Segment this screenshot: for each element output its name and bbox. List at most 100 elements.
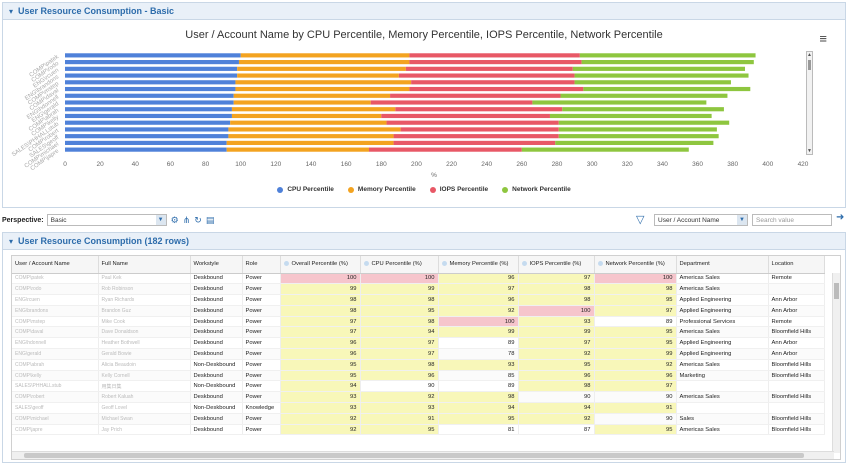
bar-segment-cpu-percentile[interactable] <box>65 100 234 105</box>
bar-segment-cpu-percentile[interactable] <box>65 93 234 98</box>
bar-segment-network-percentile[interactable] <box>549 113 712 119</box>
table-row[interactable]: SALES\geoff Geoff Lovel Non-Deskbound Knowl… <box>12 402 825 414</box>
chevron-down-icon[interactable]: ▼ <box>155 215 166 225</box>
bar-segment-network-percentile[interactable] <box>558 120 730 125</box>
bar-segment-iops-percentile[interactable] <box>381 113 550 119</box>
bar-segment-iops-percentile[interactable] <box>370 100 533 105</box>
bar-segment-iops-percentile[interactable] <box>390 93 561 98</box>
bar-segment-memory-percentile[interactable] <box>235 86 410 92</box>
bar-segment-cpu-percentile[interactable] <box>65 134 229 139</box>
bar-segment-iops-percentile[interactable] <box>393 134 559 139</box>
table-row[interactable]: COMP\japre Jay Prich Deskbound Power 92 95 81 8… <box>12 424 825 436</box>
bar-segment-memory-percentile[interactable] <box>238 60 410 65</box>
bar-segment-iops-percentile[interactable] <box>386 120 559 125</box>
bar-segment-cpu-percentile[interactable] <box>65 86 236 92</box>
bar-segment-iops-percentile[interactable] <box>393 140 556 145</box>
bar-segment-network-percentile[interactable] <box>532 100 707 105</box>
chevron-down-icon[interactable]: ▼ <box>737 215 747 225</box>
scroll-thumb[interactable] <box>834 283 839 299</box>
bar-segment-network-percentile[interactable] <box>579 53 756 58</box>
bar-segment-iops-percentile[interactable] <box>400 127 559 132</box>
column-header[interactable]: Full Name <box>98 256 191 274</box>
bar-segment-memory-percentile[interactable] <box>228 127 401 132</box>
bar-segment-cpu-percentile[interactable] <box>65 53 241 58</box>
bar-segment-network-percentile[interactable] <box>574 73 749 78</box>
bar-segment-iops-percentile[interactable] <box>409 53 580 58</box>
bar-segment-iops-percentile[interactable] <box>409 86 584 92</box>
bar-segment-network-percentile[interactable] <box>521 147 689 152</box>
bar-segment-iops-percentile[interactable] <box>368 147 522 152</box>
table-row[interactable]: COMP\daval Dave Donaldson Deskbound Power 97… <box>12 326 825 339</box>
gear-icon[interactable]: ⚙ <box>170 214 179 225</box>
bar-segment-cpu-percentile[interactable] <box>65 107 232 112</box>
bar-segment-memory-percentile[interactable] <box>226 147 369 152</box>
bar-segment-cpu-percentile[interactable] <box>65 60 239 65</box>
bar-segment-iops-percentile[interactable] <box>405 66 573 71</box>
scroll-up-icon[interactable]: ▲ <box>807 52 812 58</box>
table-row[interactable]: COMP\kelly Kelly Cornell Deskbound Power 95 9… <box>12 370 825 382</box>
table-row[interactable]: SALES\PHHALLstub 用集日集 Non-Deskbound Power 94… <box>12 380 825 393</box>
table-row[interactable]: ENG\rcuen Ryan Richards Deskbound Power 98 98… <box>12 294 825 306</box>
grid-horizontal-scrollbar[interactable] <box>12 451 834 459</box>
bar-segment-cpu-percentile[interactable] <box>65 73 238 78</box>
bar-segment-cpu-percentile[interactable] <box>65 120 231 125</box>
bar-segment-cpu-percentile[interactable] <box>65 113 232 119</box>
export-report-icon[interactable]: ▤ <box>205 214 215 225</box>
table-row[interactable]: COMP\mstep Mike Cook Deskbound Power 97 98 100… <box>12 316 825 328</box>
column-header[interactable]: Memory Percentile (%) <box>438 256 519 274</box>
bar-segment-cpu-percentile[interactable] <box>65 127 229 132</box>
bar-segment-memory-percentile[interactable] <box>233 93 391 98</box>
scroll-thumb[interactable] <box>24 453 804 458</box>
bar-segment-network-percentile[interactable] <box>560 93 728 98</box>
bar-segment-network-percentile[interactable] <box>574 80 731 85</box>
bar-segment-network-percentile[interactable] <box>583 86 751 92</box>
column-header[interactable]: Network Percentile (%) <box>594 256 677 274</box>
bar-segment-iops-percentile[interactable] <box>395 107 563 112</box>
bar-segment-memory-percentile[interactable] <box>235 80 412 85</box>
bar-segment-network-percentile[interactable] <box>572 66 746 71</box>
chart-scrollbar[interactable]: ▲ ▼ <box>806 51 813 155</box>
bar-segment-memory-percentile[interactable] <box>237 73 399 78</box>
bar-segment-network-percentile[interactable] <box>558 134 719 139</box>
table-row[interactable]: COMP\rodo Rob Robinson Deskbound Power 99 99 9… <box>12 283 825 296</box>
bar-segment-cpu-percentile[interactable] <box>65 140 227 145</box>
table-row[interactable]: ENG\hdonnell Heather Bothwell Deskbound Pow… <box>12 337 825 350</box>
bar-segment-network-percentile[interactable] <box>558 127 717 132</box>
column-header[interactable]: Department <box>676 256 769 274</box>
scroll-down-icon[interactable]: ▼ <box>807 148 812 154</box>
export-icon[interactable]: ➜ <box>836 212 845 223</box>
grid-vertical-scrollbar[interactable] <box>832 273 840 453</box>
table-row[interactable]: COMP\robert Robert Kaluah Deskbound Power 93… <box>12 391 825 404</box>
column-header[interactable]: Location <box>768 256 825 274</box>
refresh-icon[interactable]: ↻ <box>194 214 202 225</box>
table-row[interactable]: ENG\gerald Gerald Bowie Deskbound Power 96 97… <box>12 348 825 360</box>
chart-panel-header[interactable]: ▾ User Resource Consumption - Basic <box>3 3 845 20</box>
chevron-down-icon[interactable]: ▾ <box>9 236 14 246</box>
bar-segment-network-percentile[interactable] <box>581 60 754 65</box>
chart-menu-icon[interactable]: ≡ <box>819 31 827 46</box>
column-header[interactable]: IOPS Percentile (%) <box>518 256 595 274</box>
legend-item[interactable]: Memory Percentile <box>347 186 416 193</box>
bar-segment-memory-percentile[interactable] <box>240 53 410 58</box>
filter-icon[interactable]: ▽ <box>636 214 645 226</box>
bar-segment-memory-percentile[interactable] <box>231 107 396 112</box>
column-header[interactable]: Overall Percentile (%) <box>280 256 361 274</box>
column-header[interactable]: CPU Percentile (%) <box>360 256 439 274</box>
bar-segment-iops-percentile[interactable] <box>409 60 582 65</box>
column-select[interactable]: User / Account Name ▼ <box>654 214 748 226</box>
table-panel-header[interactable]: ▾ User Resource Consumption (182 rows) <box>3 233 845 250</box>
bar-segment-iops-percentile[interactable] <box>411 80 575 85</box>
chevron-down-icon[interactable]: ▾ <box>9 6 14 16</box>
bar-segment-network-percentile[interactable] <box>562 107 724 112</box>
column-header[interactable]: User / Account Name <box>12 256 99 274</box>
table-row[interactable]: ENG\brandons Brandon Guz Deskbound Power 98 9… <box>12 305 825 317</box>
bar-segment-memory-percentile[interactable] <box>228 134 394 139</box>
scroll-thumb[interactable] <box>808 60 811 70</box>
bar-segment-memory-percentile[interactable] <box>226 140 394 145</box>
legend-item[interactable]: CPU Percentile <box>277 186 334 193</box>
bar-segment-cpu-percentile[interactable] <box>65 80 236 85</box>
table-row[interactable]: COMP\abrah Alicia Beaudoin Non-Deskbound Po… <box>12 359 825 371</box>
bar-segment-memory-percentile[interactable] <box>231 113 382 119</box>
perspective-select[interactable]: Basic ▼ <box>46 214 167 226</box>
column-header[interactable]: Role <box>242 256 281 274</box>
